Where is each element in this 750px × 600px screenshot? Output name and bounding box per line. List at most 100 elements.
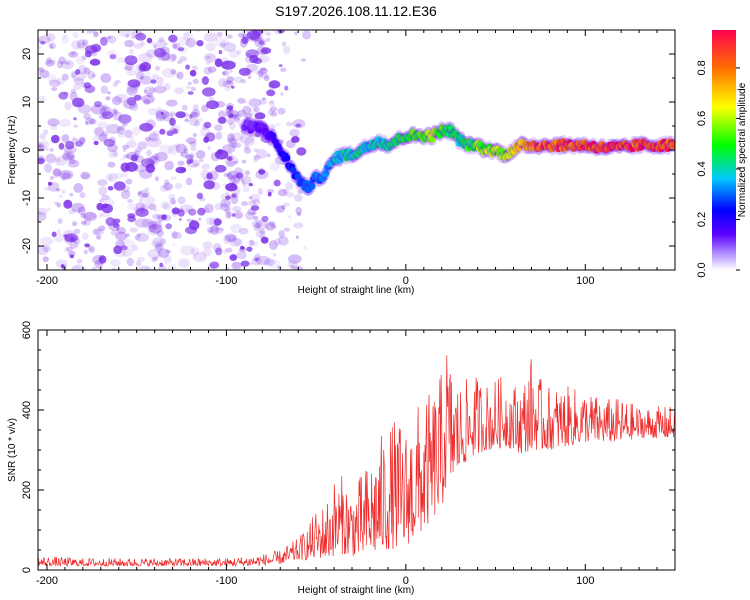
noise-blob	[296, 147, 307, 156]
noise-blob	[42, 256, 49, 263]
noise-blob	[38, 142, 46, 151]
noise-blob	[277, 188, 288, 197]
noise-blob	[51, 87, 58, 92]
noise-blob	[226, 80, 232, 85]
noise-blob	[224, 208, 230, 214]
x-tick-label: 100	[576, 575, 594, 587]
noise-blob	[188, 208, 197, 216]
noise-blob	[131, 126, 141, 136]
noise-blob	[111, 267, 117, 270]
noise-blob	[148, 133, 160, 142]
noise-blob	[233, 114, 241, 121]
noise-blob	[143, 89, 148, 94]
noise-blob	[175, 74, 180, 78]
noise-blob	[160, 200, 170, 209]
noise-blob	[99, 135, 107, 142]
x-tick-label: -200	[36, 275, 58, 287]
noise-blob	[244, 144, 249, 150]
noise-blob	[147, 225, 160, 236]
noise-blob	[189, 114, 193, 119]
noise-blob	[107, 35, 117, 44]
colorbar-tick-label: 0.6	[696, 111, 708, 126]
noise-blob	[84, 45, 98, 54]
noise-blob	[226, 80, 233, 85]
noise-blob	[169, 197, 176, 205]
noise-blob	[138, 52, 153, 63]
noise-blob	[98, 133, 108, 143]
noise-blob	[116, 227, 127, 234]
noise-blob	[254, 258, 259, 262]
noise-blob	[233, 238, 243, 247]
noise-blob	[193, 120, 201, 127]
noise-blob	[189, 158, 194, 164]
noise-blob	[225, 191, 230, 195]
noise-blob	[227, 117, 234, 125]
noise-blob	[267, 153, 271, 158]
noise-blob	[232, 116, 240, 123]
noise-blob	[147, 108, 159, 116]
noise-blob	[135, 32, 147, 41]
noise-blob	[146, 137, 162, 148]
noise-blob	[40, 40, 46, 45]
noise-blob	[241, 178, 245, 183]
noise-blob	[185, 177, 193, 186]
noise-blob	[68, 250, 76, 257]
colorbar-tick-label: 0.8	[696, 60, 708, 75]
noise-blob	[61, 35, 70, 44]
noise-blob	[190, 247, 200, 256]
noise-blob	[83, 218, 92, 226]
noise-blob	[125, 178, 133, 185]
noise-blob	[167, 54, 176, 63]
noise-blob	[127, 79, 141, 88]
noise-blob	[246, 246, 253, 252]
noise-blob	[78, 136, 86, 143]
noise-blob	[107, 161, 116, 168]
x-tick-label: 0	[403, 575, 409, 587]
noise-blob	[245, 211, 255, 221]
noise-blob	[202, 123, 209, 130]
noise-blob	[131, 244, 138, 252]
noise-blob	[270, 111, 278, 117]
noise-blob	[90, 104, 107, 115]
noise-blob	[190, 86, 197, 91]
noise-blob	[289, 159, 294, 163]
noise-blob	[129, 227, 138, 233]
noise-blob	[136, 260, 142, 267]
noise-blob	[38, 144, 43, 148]
noise-blob	[126, 86, 138, 96]
noise-blob	[121, 247, 133, 258]
noise-blob	[293, 194, 303, 202]
noise-blob	[66, 246, 73, 252]
noise-blob	[84, 243, 91, 248]
noise-blob	[288, 254, 302, 264]
noise-blob	[73, 183, 84, 193]
noise-blob	[293, 134, 299, 140]
noise-blob	[259, 228, 266, 235]
noise-blob	[83, 212, 98, 222]
noise-blob	[65, 153, 71, 159]
noise-blob	[220, 60, 236, 70]
noise-blob	[135, 208, 149, 217]
noise-blob	[227, 211, 233, 218]
y-tick-label: -20	[21, 238, 33, 254]
noise-blob	[115, 231, 128, 241]
noise-blob	[126, 96, 137, 106]
noise-blob	[98, 186, 108, 196]
y-tick-label: 20	[21, 48, 33, 60]
noise-blob	[184, 153, 192, 160]
noise-blob	[140, 203, 149, 212]
x-tick-label: -100	[215, 275, 237, 287]
ridge-point	[464, 144, 472, 152]
noise-blob	[150, 240, 162, 248]
noise-blob	[239, 134, 255, 145]
noise-blob	[139, 74, 143, 80]
spectrogram-xlabel: Height of straight line (km)	[298, 285, 415, 296]
ridge-point	[322, 170, 330, 178]
noise-blob	[124, 39, 135, 48]
noise-blob	[228, 176, 237, 185]
noise-blob	[69, 193, 74, 197]
noise-blob	[260, 67, 267, 72]
noise-blob	[58, 142, 65, 150]
noise-blob	[266, 89, 276, 97]
noise-blob	[231, 132, 244, 141]
